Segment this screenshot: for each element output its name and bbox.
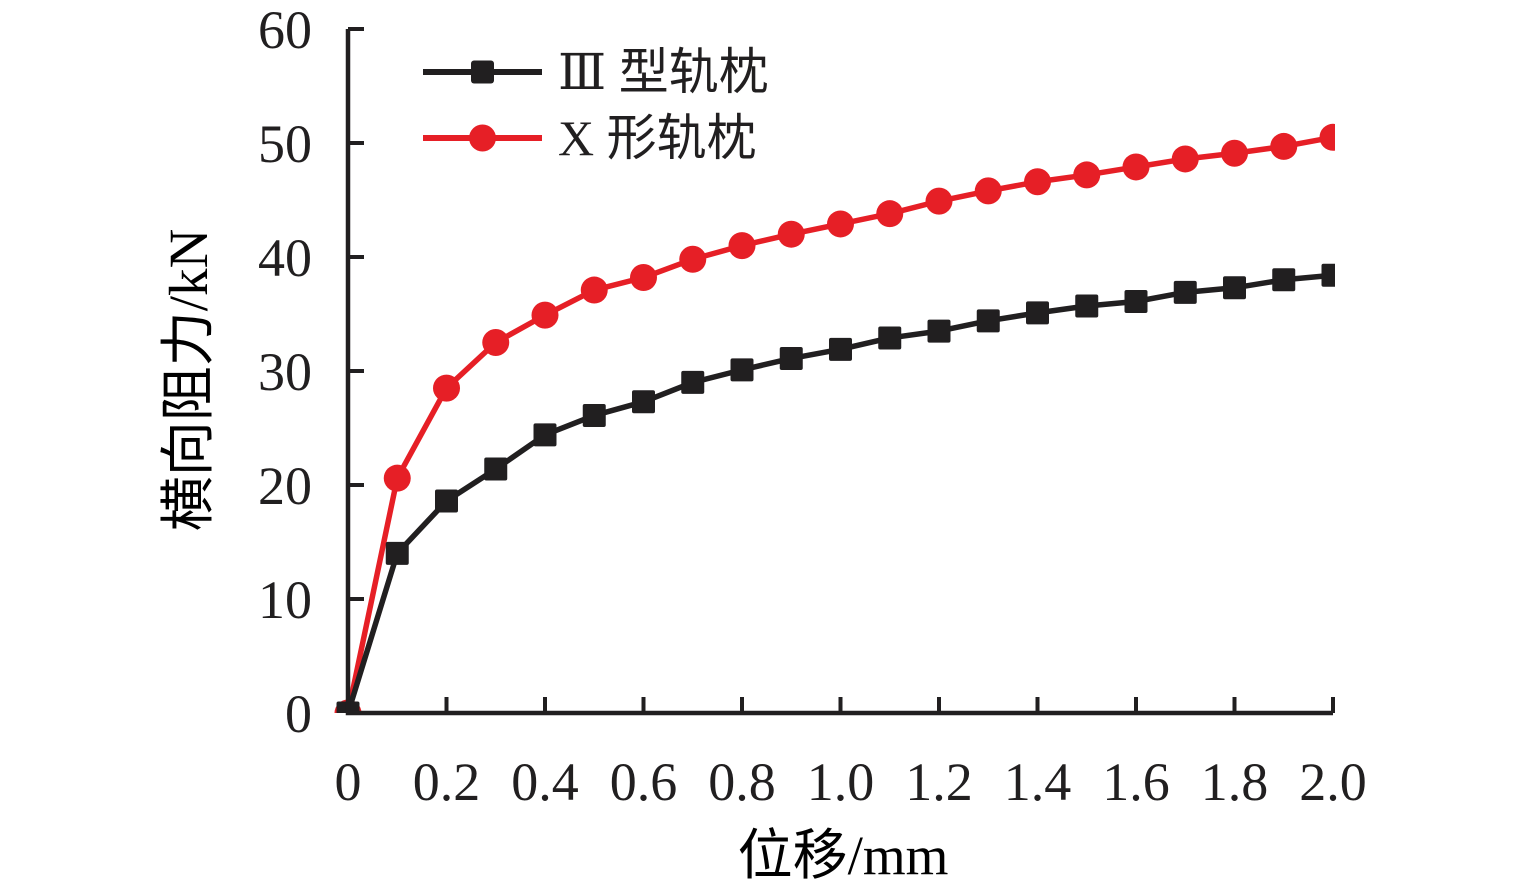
square-marker [1075,294,1099,318]
x-axis-title: 位移/mm [738,825,949,886]
square-marker [582,403,606,427]
square-marker [927,319,951,343]
axes-layer: 0 0.2 0.4 0.6 0.8 1.0 1.2 1.4 1.6 1.8 2.0 0 10 20 30 40… [258,0,1367,812]
circle-marker [383,464,411,492]
circle-marker [925,187,953,215]
y-tick-label: 50 [258,114,312,174]
legend-circle-marker-icon [469,124,496,152]
x-tick-label: 0.6 [610,752,678,812]
legend-label: X 形轨枕 [558,110,757,166]
circle-marker [1319,123,1335,151]
y-axis-title: 横向阻力/kN [158,229,219,532]
circle-marker [1024,168,1051,196]
x-tick-label: 1.4 [1004,752,1072,812]
circle-marker [1171,145,1199,173]
legend-item: X 形轨枕 [423,110,757,166]
series-type-iii-sleeper [336,263,1335,713]
circle-marker [728,232,756,260]
square-marker [484,457,508,481]
square-marker [1026,301,1049,325]
circle-marker [433,374,460,402]
legend-label: Ⅲ 型轨枕 [558,44,769,100]
legend: Ⅲ 型轨枕 X 形轨枕 [423,44,769,166]
x-tick-label: 1.8 [1201,752,1269,812]
series-layer [334,123,1335,713]
circle-marker [827,210,854,238]
circle-marker [876,200,904,228]
circle-marker [1270,132,1298,160]
circle-marker [1221,139,1248,167]
y-tick-label: 0 [285,684,312,744]
square-marker [435,489,458,513]
square-marker [1173,280,1197,304]
circle-marker [531,301,559,329]
x-tick-label: 1.6 [1102,752,1170,812]
legend-square-marker-icon [471,60,494,84]
square-marker [1124,289,1148,313]
x-tick-label: 0.8 [708,752,776,812]
y-tick-label: 30 [258,342,312,402]
square-marker [829,337,852,361]
x-tick-label: 0 [335,752,362,812]
square-marker [730,358,754,382]
square-marker [385,541,409,565]
x-tick-label: 0.4 [511,752,579,812]
square-marker [632,390,655,414]
x-tick-label: 2.0 [1299,752,1367,812]
circle-marker [679,245,707,273]
y-tick-label: 60 [258,0,312,60]
legend-item: Ⅲ 型轨枕 [423,44,769,100]
square-marker [1223,276,1246,300]
square-marker [779,346,803,370]
circle-marker [1073,161,1101,189]
x-tick-label: 1.2 [905,752,973,812]
x-tick-label: 0.2 [413,752,481,812]
square-marker [681,370,705,394]
square-marker [878,326,902,350]
circle-marker [777,220,805,248]
circle-marker [580,276,608,304]
square-marker [533,423,557,447]
y-tick-label: 40 [258,228,312,288]
circle-marker [1122,153,1150,181]
square-marker [1321,263,1335,287]
circle-marker [482,329,510,356]
square-marker [976,309,1000,333]
circle-marker [630,264,657,292]
x-tick-label: 1.0 [807,752,875,812]
circle-marker [974,177,1002,205]
square-marker [1272,268,1296,292]
y-tick-label: 20 [258,456,312,516]
axis-frame [345,29,1333,716]
y-tick-label: 10 [258,570,312,630]
series-x-shaped-sleeper [334,123,1335,713]
